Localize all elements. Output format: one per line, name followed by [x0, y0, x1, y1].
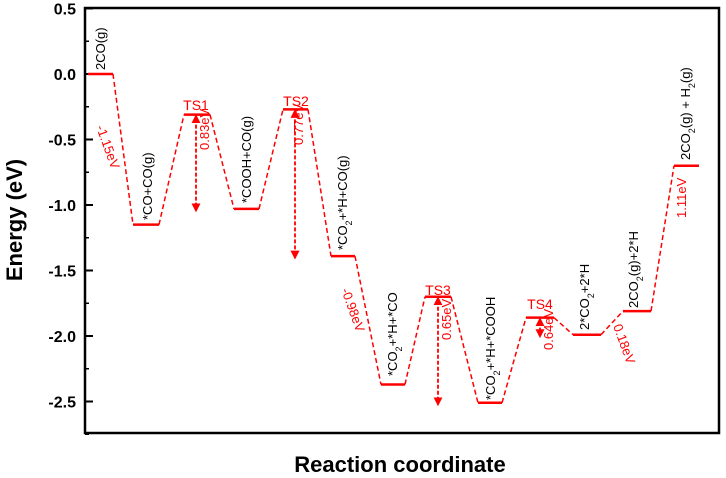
state-label: *CO2+*H+*CO: [385, 292, 404, 376]
energy-change-label: -0.98eV: [338, 286, 368, 334]
level-connector: [158, 114, 185, 225]
y-tick-label: -1.0: [48, 198, 76, 215]
energy-change-label: 0.65eV: [439, 298, 454, 340]
energy-change-label: 0.83eV: [197, 108, 212, 150]
y-tick-label: 0.5: [54, 2, 76, 19]
energy-change-label: 1.11eV: [674, 177, 689, 218]
ts-label: TS3: [425, 282, 451, 298]
state-label: *CO2+*H+*COOH: [483, 297, 502, 400]
ts-label: TS2: [283, 93, 309, 109]
y-axis: 0.5 0.0 -0.5 -1.0 -1.5 -2.0 -2.5: [48, 2, 93, 435]
level-connector: [501, 317, 527, 404]
state-label: 2*CO2+2*H: [577, 264, 596, 330]
plot-frame: [83, 6, 721, 435]
y-tick-label: 0.0: [54, 67, 76, 84]
state-label: 2CO2(g) + H2(g): [678, 67, 697, 160]
level-connector: [307, 109, 332, 257]
y-axis-title: Energy (eV): [2, 159, 27, 281]
ts-label: TS1: [183, 97, 209, 113]
level-connector: [600, 310, 624, 336]
level-connector: [650, 165, 675, 312]
y-tick-label: -0.5: [48, 133, 76, 150]
ts-label: TS4: [527, 296, 553, 312]
state-label: 2CO(g): [93, 27, 108, 70]
y-tick-label: -2.0: [48, 329, 76, 346]
level-connector: [258, 109, 284, 210]
state-label: *COOH+CO(g): [239, 116, 254, 203]
energy-change-label: 0.77eV: [291, 103, 306, 145]
x-axis-title: Reaction coordinate: [294, 452, 505, 477]
energy-change-label: -1.15eV: [93, 123, 123, 171]
level-connector: [354, 255, 382, 385]
state-label: *CO+CO(g): [140, 152, 155, 220]
state-label: 2CO2(g)+2*H: [626, 231, 645, 308]
level-connector: [112, 73, 134, 225]
energy-change-label: 0.18eV: [610, 322, 638, 366]
level-connector: [553, 317, 574, 336]
plot-marks: 2CO(g) *CO+CO(g) *COOH+CO(g) *CO2+*H+CO(g) *…: [88, 27, 699, 407]
energy-change-label: 0.64eV: [541, 308, 556, 350]
state-label: *CO2+*H+CO(g): [335, 155, 354, 250]
level-connector: [209, 114, 235, 210]
level-connector: [404, 296, 426, 385]
level-connector: [450, 296, 479, 403]
y-tick-label: -1.5: [48, 264, 76, 281]
y-tick-label: -2.5: [48, 395, 76, 412]
